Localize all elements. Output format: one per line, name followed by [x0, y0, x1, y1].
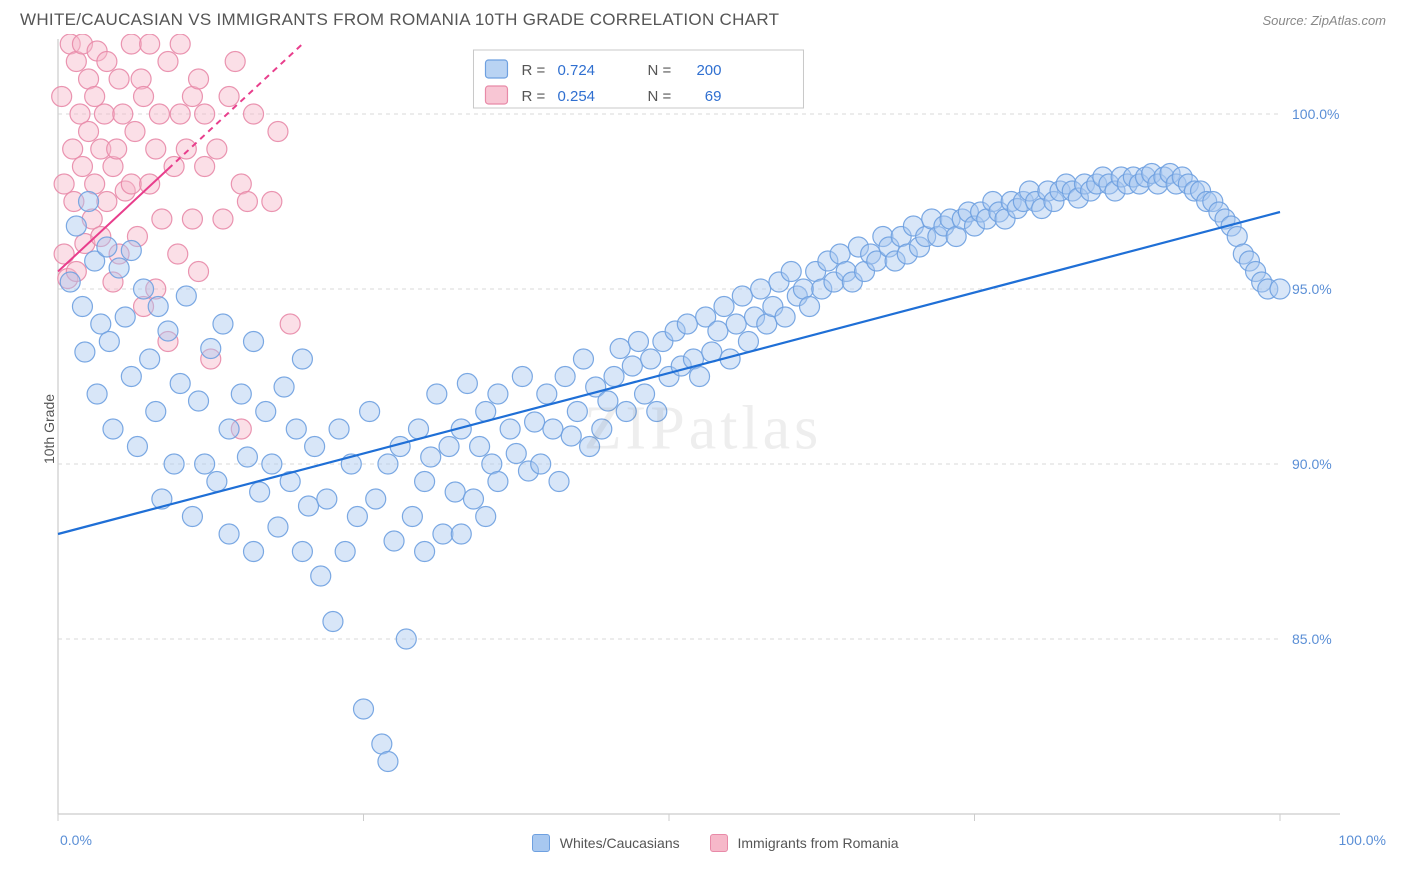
svg-text:R =: R = [521, 88, 545, 105]
legend-label-blue: Whites/Caucasians [560, 835, 680, 851]
chart-area: 10th Grade ZIPatlas 85.0%90.0%95.0%100.0… [20, 34, 1386, 824]
legend-swatch-blue [532, 834, 550, 852]
svg-text:0.724: 0.724 [557, 62, 595, 79]
legend-swatch-pink [710, 834, 728, 852]
svg-text:69: 69 [705, 88, 722, 105]
svg-text:100.0%: 100.0% [1292, 106, 1339, 122]
x-axis-row: 0.0% Whites/Caucasians Immigrants from R… [60, 828, 1386, 852]
svg-text:N =: N = [647, 88, 671, 105]
svg-text:90.0%: 90.0% [1292, 456, 1332, 472]
legend-label-pink: Immigrants from Romania [738, 835, 899, 851]
chart-title: WHITE/CAUCASIAN VS IMMIGRANTS FROM ROMAN… [20, 10, 779, 30]
svg-text:0.254: 0.254 [557, 88, 595, 105]
svg-text:N =: N = [647, 62, 671, 79]
x-tick-left: 0.0% [60, 832, 92, 848]
svg-text:85.0%: 85.0% [1292, 631, 1332, 647]
scatter-chart-svg: 85.0% 90.0% 95.0% 100.0% R = 0.724 N = 200 R = 0.… [20, 34, 1340, 824]
legend-item-pink: Immigrants from Romania [710, 834, 899, 852]
chart-header: WHITE/CAUCASIAN VS IMMIGRANTS FROM ROMAN… [0, 0, 1406, 34]
y-axis-label: 10th Grade [41, 394, 57, 464]
legend-item-blue: Whites/Caucasians [532, 834, 680, 852]
bottom-legend: Whites/Caucasians Immigrants from Romani… [532, 828, 899, 852]
svg-text:95.0%: 95.0% [1292, 281, 1332, 297]
svg-text:R =: R = [521, 62, 545, 79]
source-attribution: Source: ZipAtlas.com [1262, 13, 1386, 28]
svg-text:200: 200 [696, 62, 721, 79]
x-tick-right: 100.0% [1339, 832, 1386, 848]
